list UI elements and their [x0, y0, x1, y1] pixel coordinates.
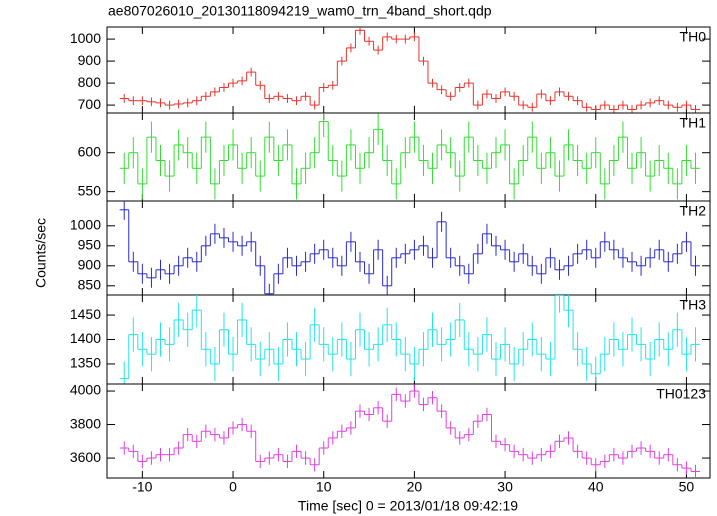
panel-label: TH2 [680, 203, 707, 219]
panel-label: TH3 [680, 297, 707, 313]
y-tick-label: 950 [78, 237, 102, 253]
panel-frame [106, 112, 711, 202]
panel-label: TH1 [680, 115, 707, 131]
y-tick-label: 1450 [70, 306, 101, 322]
x-tick-label: 50 [679, 479, 695, 495]
x-tick-label: 0 [229, 479, 237, 495]
x-tick-label: 30 [497, 479, 513, 495]
panel-frame [106, 383, 711, 479]
y-tick-label: 3600 [70, 449, 101, 465]
y-tick-label: 850 [78, 277, 102, 293]
y-tick-label: 700 [78, 96, 102, 112]
x-tick-label: 40 [588, 479, 604, 495]
y-axis-label: Counts/sec [33, 218, 49, 288]
y-tick-label: 900 [78, 257, 102, 273]
panel-label: TH0 [680, 29, 707, 45]
y-tick-label: 1000 [70, 217, 101, 233]
y-tick-label: 800 [78, 74, 102, 90]
y-tick-label: 550 [78, 182, 102, 198]
chart-title: ae807026010_20130118094219_wam0_trn_4ban… [108, 3, 492, 19]
x-tick-label: -10 [132, 479, 152, 495]
y-tick-label: 900 [78, 52, 102, 68]
panel-frame [106, 200, 711, 296]
y-tick-label: 3800 [70, 415, 101, 431]
y-tick-label: 1000 [70, 30, 101, 46]
x-tick-label: 20 [407, 479, 423, 495]
panel-frame [106, 26, 711, 114]
y-tick-label: 600 [78, 143, 102, 159]
x-tick-label: 10 [316, 479, 332, 495]
y-tick-label: 1350 [70, 355, 101, 371]
y-tick-label: 4000 [70, 382, 101, 398]
x-axis-label: Time [sec] 0 = 2013/01/18 09:42:19 [298, 498, 518, 514]
panel-label: TH0123 [656, 386, 706, 402]
panel-frame [106, 294, 711, 385]
y-tick-label: 1400 [70, 330, 101, 346]
